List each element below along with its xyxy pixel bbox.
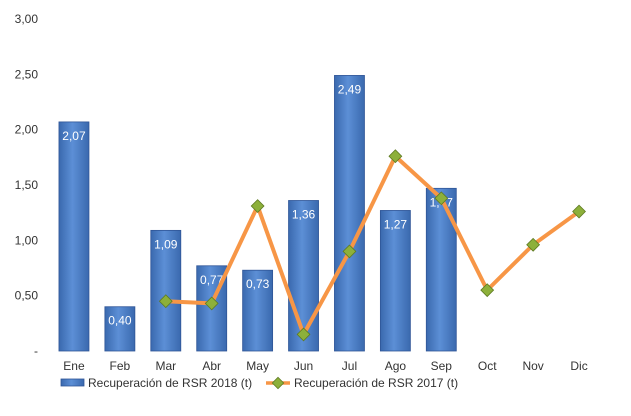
legend-swatch-bar	[60, 378, 85, 387]
legend-label-bar: Recuperación de RSR 2018 (t)	[88, 376, 252, 390]
x-tick-label: Jul	[342, 359, 357, 373]
line-marker	[526, 237, 541, 252]
x-tick-label: Abr	[202, 359, 221, 373]
x-tick-label: Oct	[478, 359, 497, 373]
bar-data-label: 1,36	[292, 207, 316, 221]
line-marker	[480, 283, 495, 298]
x-tick-label: Dic	[570, 359, 587, 373]
bar	[425, 187, 457, 352]
x-tick-label: Mar	[155, 359, 176, 373]
y-axis: - 0,50 1,00 1,50 2,00 2,50 3,00	[15, 12, 39, 358]
bar-data-label: 2,07	[62, 129, 86, 143]
legend-swatch-marker	[271, 376, 285, 390]
bar-data-label: 1,27	[384, 217, 408, 231]
bar	[288, 200, 319, 352]
x-tick-label: Ene	[63, 359, 85, 373]
x-tick-label: Ago	[385, 359, 407, 373]
y-tick-label: 2,00	[15, 123, 39, 137]
x-axis: Ene Feb Mar Abr May Jun Jul Ago Sep Oct Nov Dic	[63, 359, 587, 373]
x-tick-label: Jun	[294, 359, 313, 373]
series-line	[163, 154, 582, 337]
bar-data-label: 1,09	[154, 237, 178, 251]
line-marker	[158, 294, 173, 309]
x-tick-label: Nov	[522, 359, 543, 373]
line-marker	[204, 296, 219, 311]
legend: Recuperación de RSR 2018 (t) Recuperació…	[60, 376, 458, 390]
y-tick-label: 3,00	[15, 12, 39, 26]
bar-data-label: 0,73	[246, 277, 270, 291]
x-tick-label: Feb	[110, 359, 131, 373]
line-marker	[296, 327, 311, 342]
line-marker	[572, 204, 586, 219]
bar-data-label: 2,49	[338, 82, 362, 96]
bar	[104, 306, 136, 352]
y-tick-label: 2,50	[15, 67, 39, 81]
bar-series: 2,070,401,090,770,731,362,491,271,47	[58, 75, 457, 352]
x-tick-label: Sep	[431, 359, 453, 373]
y-tick-label: -	[34, 344, 38, 358]
bar-data-label: 0,40	[108, 314, 132, 328]
y-tick-label: 1,00	[15, 233, 39, 247]
bar	[150, 229, 182, 352]
bar-data-label: 0,77	[200, 273, 224, 287]
line-marker	[388, 149, 403, 164]
bar	[379, 210, 411, 352]
legend-label-line: Recuperación de RSR 2017 (t)	[294, 376, 458, 390]
bar	[334, 75, 365, 352]
line-series	[158, 149, 586, 342]
bar	[58, 121, 90, 352]
x-tick-label: May	[246, 359, 269, 373]
line-marker	[434, 191, 449, 206]
y-tick-label: 1,50	[15, 178, 39, 192]
bar	[242, 269, 274, 352]
y-tick-label: 0,50	[15, 289, 39, 303]
line-marker	[342, 244, 357, 259]
line-marker	[250, 199, 265, 213]
